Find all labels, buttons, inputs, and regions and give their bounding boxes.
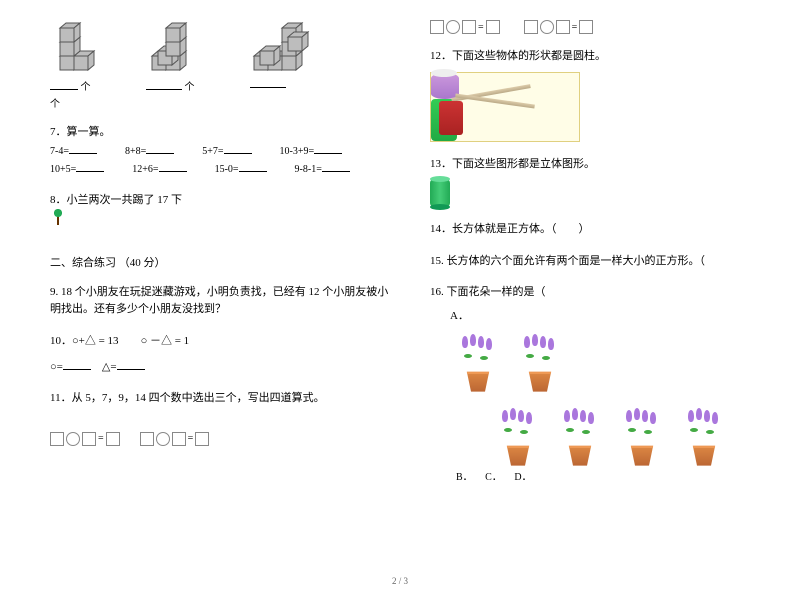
q7: 7．算一算。 7-4= 8+8= 5+7= 10-3+9= 10+5= 12+6…: [50, 124, 390, 178]
flower-pot-icon: [552, 404, 608, 466]
q7-row1: 7-4= 8+8= 5+7= 10-3+9=: [50, 144, 390, 160]
q12: 12．下面这些物体的形状都是圆柱。: [430, 48, 770, 66]
cube-figure-3: [250, 20, 330, 110]
stick2-icon: [455, 93, 535, 108]
cube-1-caption: 个: [50, 78, 91, 93]
cube-figure-1: 个 个: [50, 20, 106, 110]
cylinder-icon: [430, 179, 450, 207]
left-column: 个 个 个: [50, 20, 390, 446]
cubes-3-icon: [250, 20, 330, 76]
q8-text: 8．小兰两次一共踢了 17 下: [50, 192, 390, 210]
eq-3: =: [430, 20, 500, 34]
flower-row-bcd: [490, 404, 770, 466]
q13: 13．下面这些图形都是立体图形。: [430, 156, 770, 174]
eq-row-1: = =: [50, 432, 390, 446]
q16: 16. 下面花朵一样的是（: [430, 284, 770, 302]
q11: 11．从 5，7，9，14 四个数中选出三个，写出四道算式。: [50, 390, 390, 408]
q7-title: 7．算一算。: [50, 124, 390, 142]
flower-pot-icon: [676, 404, 732, 466]
flower-pot-icon: [614, 404, 670, 466]
cube-figure-2: 个: [146, 20, 210, 110]
q10c-b: △=: [102, 361, 117, 373]
page-footer: 2 / 3: [0, 576, 800, 586]
q14: 14．长方体就是正方体。（ ）: [430, 221, 770, 239]
q7-2: 8+8=: [125, 144, 174, 160]
q7-1: 7-4=: [50, 144, 97, 160]
q7-row2: 10+5= 12+6= 15-0= 9-8-1=: [50, 162, 390, 178]
q10c: ○= △=: [50, 359, 390, 377]
flower-pot-icon: [490, 404, 546, 466]
q7-6: 12+6=: [132, 162, 186, 178]
q10c-a: ○=: [50, 361, 63, 373]
cylinders-image: [430, 72, 580, 142]
cube-3-caption: [250, 78, 286, 91]
flower-row-a: [450, 330, 770, 392]
eq-1: =: [50, 432, 120, 446]
q10a: 10．○+△ = 13: [50, 335, 119, 347]
flower-pot-icon: [450, 330, 506, 392]
q10: 10．○+△ = 13 ○ －△ = 1: [50, 333, 390, 351]
optA: A．: [450, 308, 770, 326]
q7-8: 9-8-1=: [295, 162, 350, 178]
cube-2-caption: 个: [146, 78, 195, 93]
q15: 15. 长方体的六个面允许有两个面是一样大小的正方形。（: [430, 253, 770, 271]
optC: C．: [485, 472, 502, 483]
q9: 9. 18 个小朋友在玩捉迷藏游戏，小明负责找，已经有 12 个小朋友被小明找出…: [50, 284, 390, 319]
flower-pot-icon: [512, 330, 568, 392]
optB: B．: [456, 472, 473, 483]
opts-bcd: B． C． D．: [456, 468, 770, 483]
eq-row-top: = =: [430, 20, 770, 34]
cube-1-sub: 个: [50, 95, 60, 110]
q8: 8．小兰两次一共踢了 17 下: [50, 192, 390, 232]
q10b: ○ －△ = 1: [141, 335, 190, 347]
section-2-title: 二、综合练习 （40 分）: [50, 254, 390, 270]
eq-4: =: [524, 20, 594, 34]
q7-3: 5+7=: [202, 144, 251, 160]
q7-7: 15-0=: [215, 162, 267, 178]
cubes-2-icon: [146, 20, 210, 76]
eq-2: =: [140, 432, 210, 446]
cubes-1-icon: [50, 20, 106, 76]
palm-icon: [50, 209, 66, 225]
cubes-row: 个 个 个: [50, 20, 390, 110]
q7-5: 10+5=: [50, 162, 104, 178]
q7-4: 10-3+9=: [280, 144, 343, 160]
red-can-icon: [439, 101, 463, 135]
right-column: = = 12．下面这些物体的形状都是圆柱。 13．下面这些图形都是立体图形。 1…: [430, 20, 770, 483]
optD: D．: [514, 472, 531, 483]
